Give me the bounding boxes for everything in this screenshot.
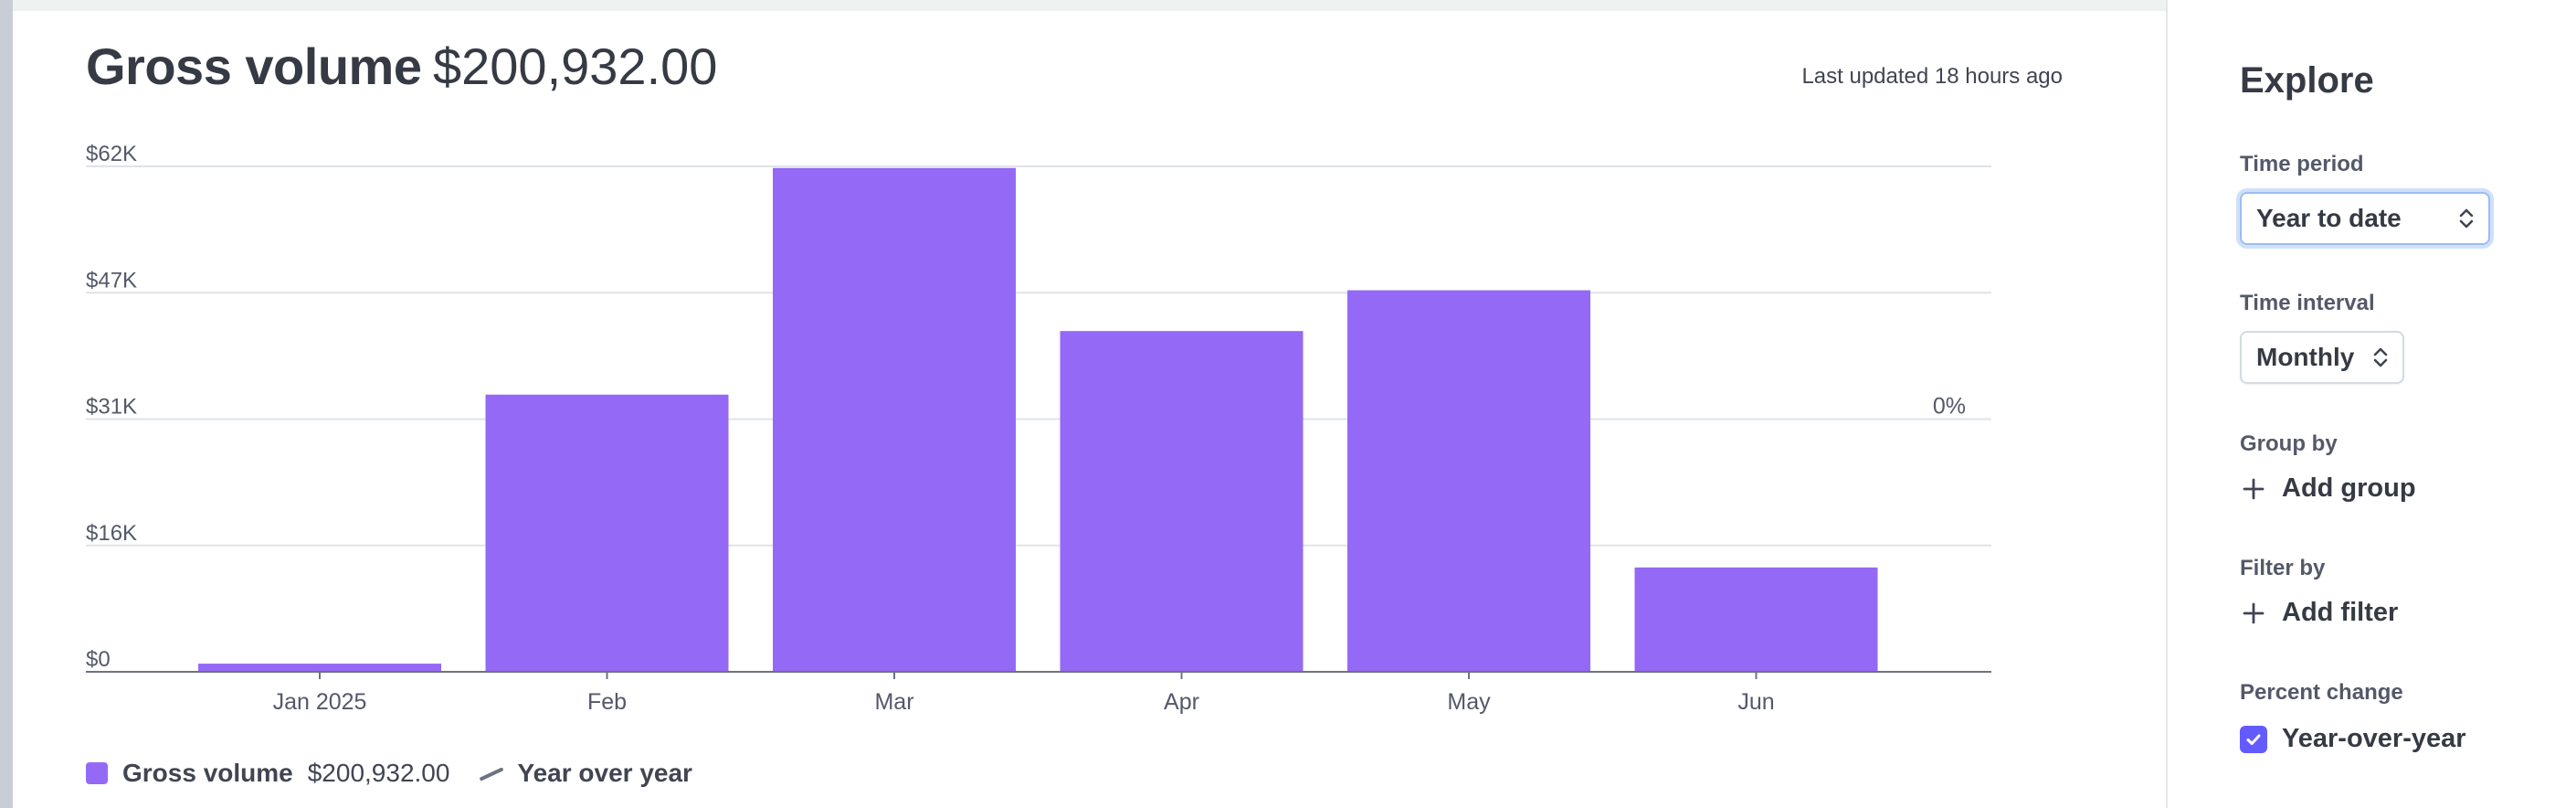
filter-by-label: Filter by <box>2240 556 2326 580</box>
year-over-year-option[interactable]: Year-over-year <box>2240 724 2466 754</box>
group-by-label: Group by <box>2240 431 2338 456</box>
y-tick-label: $0 <box>86 647 111 672</box>
legend-series-name: Gross volume <box>122 759 293 787</box>
chevron-up-down-icon <box>2373 347 2388 367</box>
y-tick-label: $62K <box>86 142 137 166</box>
time-interval-value: Monthly <box>2256 343 2355 371</box>
y-tick-label: $16K <box>86 521 137 546</box>
bar <box>1347 290 1590 672</box>
add-filter-label: Add filter <box>2282 598 2399 627</box>
y-tick-label: $31K <box>86 395 137 420</box>
legend-comparison-label: Year over year <box>517 759 692 787</box>
total-value: $200,932.00 <box>433 37 718 95</box>
x-tick-label: Jan 2025 <box>273 689 367 715</box>
bar <box>198 664 441 672</box>
last-updated: Last updated 18 hours ago <box>1801 64 2063 89</box>
chevron-up-down-icon <box>2459 208 2474 229</box>
year-over-year-label: Year-over-year <box>2282 724 2466 753</box>
x-tick-label: Mar <box>874 689 913 715</box>
time-interval-label: Time interval <box>2240 291 2375 315</box>
x-tick-label: Jun <box>1737 689 1774 715</box>
add-filter-button[interactable]: Add filter <box>2240 598 2398 628</box>
time-period-value: Year to date <box>2256 204 2402 232</box>
time-period-label: Time period <box>2240 152 2364 176</box>
explore-sidebar <box>2168 0 2576 808</box>
y-tick-label: $47K <box>86 268 137 292</box>
chart-legend: Gross volume $200,932.00 Year over year <box>86 755 692 792</box>
time-period-select[interactable]: Year to date <box>2240 192 2490 245</box>
bar <box>1634 567 1878 672</box>
year-over-year-checkbox[interactable] <box>2240 725 2267 753</box>
sidebar-divider <box>2166 0 2168 808</box>
percent-change-value: 0% <box>1933 394 1966 420</box>
sidebar-title: Explore <box>2240 60 2374 101</box>
bar <box>485 394 729 672</box>
legend-swatch <box>86 762 108 784</box>
plus-icon <box>2243 602 2265 623</box>
top-strip <box>13 0 2576 11</box>
legend-series-value: $200,932.00 <box>307 759 450 787</box>
window-edge <box>0 0 13 808</box>
page-title: Gross volume <box>86 37 422 95</box>
bar <box>773 167 1016 672</box>
x-tick-label: May <box>1447 689 1491 715</box>
bar <box>1060 331 1304 672</box>
add-group-button[interactable]: Add group <box>2240 473 2416 504</box>
x-tick-label: Apr <box>1164 689 1199 715</box>
x-tick-label: Feb <box>587 689 627 715</box>
gross-volume-chart: $0 $16K $31K $47K $62K Jan 2025 Feb Mar Apr May Ju… <box>86 142 1991 715</box>
check-icon <box>2246 734 2261 745</box>
time-interval-select[interactable]: Monthly <box>2240 331 2404 384</box>
plus-icon <box>2243 478 2265 499</box>
percent-change-label: Percent change <box>2240 680 2403 705</box>
add-group-label: Add group <box>2282 473 2416 503</box>
comparison-line-icon <box>479 761 502 785</box>
